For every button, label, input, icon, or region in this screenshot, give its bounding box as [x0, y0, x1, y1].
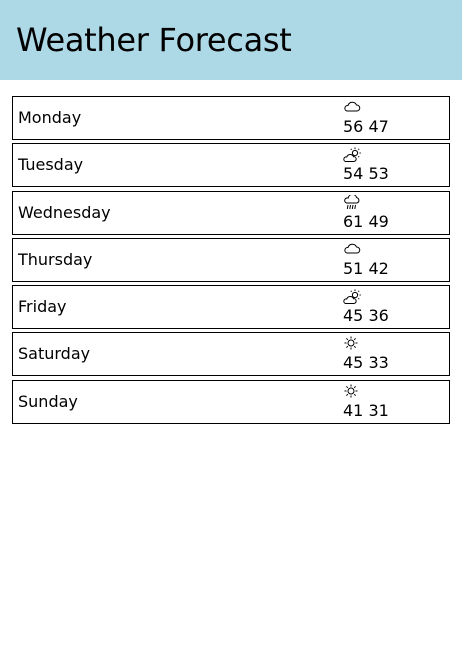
high-temp: 61 — [343, 211, 364, 231]
low-temp: 49 — [368, 211, 389, 231]
weather-cell: 41 31 — [343, 384, 403, 421]
low-temp: 31 — [368, 400, 389, 420]
high-temp: 45 — [343, 306, 364, 326]
day-label: Wednesday — [18, 202, 111, 222]
sun-icon — [343, 384, 361, 400]
temperatures: 54 53 — [343, 164, 403, 184]
partly-sunny-icon — [343, 147, 361, 163]
temperatures: 56 47 — [343, 117, 403, 137]
day-label: Sunday — [18, 391, 78, 411]
temperatures: 45 33 — [343, 353, 403, 373]
weather-cell: 56 47 — [343, 100, 403, 137]
forecast-row-friday: Friday 45 36 — [12, 285, 450, 330]
high-temp: 54 — [343, 164, 364, 184]
day-label: Saturday — [18, 344, 91, 364]
day-label: Monday — [18, 108, 82, 127]
low-temp: 36 — [368, 306, 389, 326]
cloud-icon — [343, 100, 361, 116]
weather-cell: 54 53 — [343, 147, 403, 184]
temperatures: 51 42 — [343, 259, 403, 279]
partly-sunny-icon — [343, 289, 361, 305]
forecast-row-monday: Monday 56 47 — [12, 96, 450, 140]
temperatures: 45 36 — [343, 306, 403, 326]
day-label: Thursday — [18, 249, 93, 269]
high-temp: 56 — [343, 117, 364, 136]
low-temp: 53 — [368, 164, 389, 184]
high-temp: 41 — [343, 400, 364, 420]
forecast-row-sunday: Sunday 41 31 — [12, 379, 450, 424]
forecast-row-wednesday: Wednesday 61 49 — [12, 190, 450, 235]
forecast-row-saturday: Saturday 45 33 — [12, 332, 450, 377]
rain-icon — [343, 194, 361, 211]
day-label: Friday — [18, 297, 67, 317]
forecast-row-tuesday: Tuesday 54 53 — [12, 143, 450, 188]
low-temp: 47 — [368, 117, 389, 136]
app-header: Weather Forecast — [0, 0, 462, 80]
weather-cell: 45 33 — [343, 336, 403, 373]
low-temp: 42 — [368, 258, 389, 278]
weather-cell: 45 36 — [343, 289, 403, 326]
day-label: Tuesday — [18, 155, 84, 175]
temperatures: 61 49 — [343, 212, 403, 232]
weather-cell: 61 49 — [343, 194, 403, 232]
forecast-list: Monday 56 47 Tuesday 54 53 Wednesday 61 … — [12, 96, 450, 427]
sun-icon — [343, 336, 361, 352]
high-temp: 51 — [343, 258, 364, 278]
cloud-icon — [343, 242, 361, 258]
page-title: Weather Forecast — [16, 21, 292, 59]
high-temp: 45 — [343, 353, 364, 373]
low-temp: 33 — [368, 353, 389, 373]
forecast-row-thursday: Thursday 51 42 — [12, 237, 450, 282]
weather-cell: 51 42 — [343, 242, 403, 279]
temperatures: 41 31 — [343, 401, 403, 421]
